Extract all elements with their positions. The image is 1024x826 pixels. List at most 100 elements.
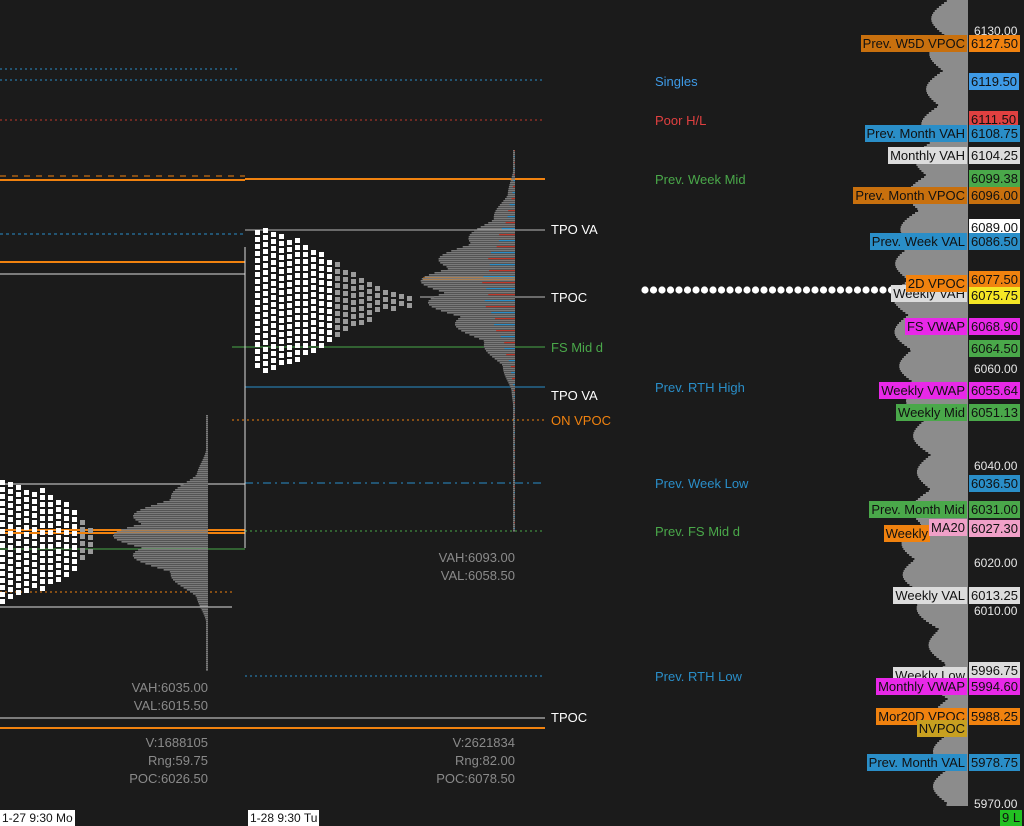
level-tag[interactable]: NVPOC [916,720,967,737]
session2-volume-bar [513,530,515,532]
level-tag[interactable]: Prev. Month VPOC [853,187,967,204]
session1-volume-bar [197,471,208,473]
session1-volume-bar [196,473,208,475]
session1-tpo [72,545,77,550]
level-tag[interactable]: Monthly VAH [888,147,967,164]
session2-tpo [279,276,284,281]
composite-profile-bar [933,12,968,14]
composite-profile-bar [929,96,968,98]
session1-tpo [32,576,37,581]
session2-volume-bar [513,168,515,170]
composite-profile-bar [901,252,968,254]
session1-tpo [8,524,13,529]
session2-tpo [351,279,356,284]
level-label: TPO VA [551,388,598,403]
session1-volume-bar [183,483,208,485]
session2-volume-bar-delta [514,420,515,422]
session1-volume-bar [197,599,208,601]
level-tag[interactable]: MA20 [929,519,967,536]
composite-profile-bar [917,604,968,606]
session1-tpo [16,520,21,525]
session2-tpo [255,363,260,368]
session2-volume-bar-delta [514,450,515,452]
session1-tpo [56,514,61,519]
session1-volume-bar [206,439,208,441]
session1-volume-bar [199,605,208,607]
session2-tpo [271,302,276,307]
level-tag[interactable]: Prev. Month VAL [866,754,967,771]
level-tag[interactable]: Prev. Month VAH [864,125,967,142]
level-tag[interactable]: Prev. Month Mid [869,501,967,518]
level-tag[interactable]: 2D VPOC [905,275,967,292]
level-tag[interactable]: Monthly VWAP [876,678,967,695]
composite-profile-bar [942,702,968,704]
session2-volume-bar-delta [514,174,515,176]
level-tag[interactable]: Prev. Week VAL [869,233,967,250]
session2-tpo [367,296,372,301]
session2-volume-bar [513,488,515,490]
composite-profile-bar [905,312,968,314]
price-marker-dot [658,286,666,294]
session1-volume-bar [198,467,208,469]
session2-tpo [311,341,316,346]
level-tag[interactable]: Weekly [883,525,930,542]
session2-tpo [255,272,260,277]
session2-volume-bar [507,380,515,382]
composite-profile-bar [933,784,968,786]
session2-tpo [271,344,276,349]
session1-volume-bar [204,455,208,457]
composite-profile-bar [938,658,968,660]
session2-tpo [271,337,276,342]
session2-volume-bar-delta [514,162,515,164]
session1-volume-bar [206,641,208,643]
session1-tpo [48,537,53,542]
session1-tpo [64,572,69,577]
session2-tpo [327,309,332,314]
composite-profile-bar [941,4,968,6]
composite-profile-bar [922,482,968,484]
composite-profile-bar [941,660,968,662]
session2-volume-bar [510,182,515,184]
session2-volume-bar-delta [508,360,515,362]
session2-volume-bar [513,508,515,510]
composite-profile-bar [924,116,968,118]
session2-volume-bar [484,224,515,226]
composite-profile-bar [944,736,968,738]
session2-tpo [335,318,340,323]
session2-tpo [319,287,324,292]
session2-tpo [359,306,364,311]
session2-volume-bar [513,158,515,160]
session2-volume-bar [513,470,515,472]
session1-tpo [0,501,5,506]
level-tag[interactable]: Weekly Mid [896,404,967,421]
session1-volume-bar [206,443,208,445]
level-tag[interactable]: Prev. W5D VPOC [860,35,967,52]
composite-profile-bar [902,372,968,374]
composite-profile-bar [903,576,968,578]
session1-tpo [0,515,5,520]
session1-volume-bar [205,617,208,619]
session-date-label: 1-28 9:30 Tu [248,810,320,826]
composite-profile-bar [914,430,968,432]
session1-tpo [0,585,5,590]
session2-tpo [271,288,276,293]
session2-tpo [351,293,356,298]
session2-tpo [303,350,308,355]
session1-volume-bar [202,459,208,461]
composite-profile-bar [908,314,968,316]
session1-volume-bar [206,425,208,427]
price-tag: 6086.50 [969,233,1020,250]
session1-tpo [48,551,53,556]
price-tag: 6036.50 [969,475,1020,492]
session2-volume-bar-delta [496,330,515,332]
level-label: Singles [655,74,698,89]
session1-volume-bar [206,437,208,439]
level-tag[interactable]: FS VWAP [904,318,967,335]
session2-tpo [319,343,324,348]
session2-tpo [335,304,340,309]
session2-tpo [359,299,364,304]
composite-profile-bar [913,434,968,436]
level-tag[interactable]: Weekly VAL [893,587,967,604]
level-tag[interactable]: Weekly VWAP [879,382,967,399]
session1-tpo [8,482,13,487]
